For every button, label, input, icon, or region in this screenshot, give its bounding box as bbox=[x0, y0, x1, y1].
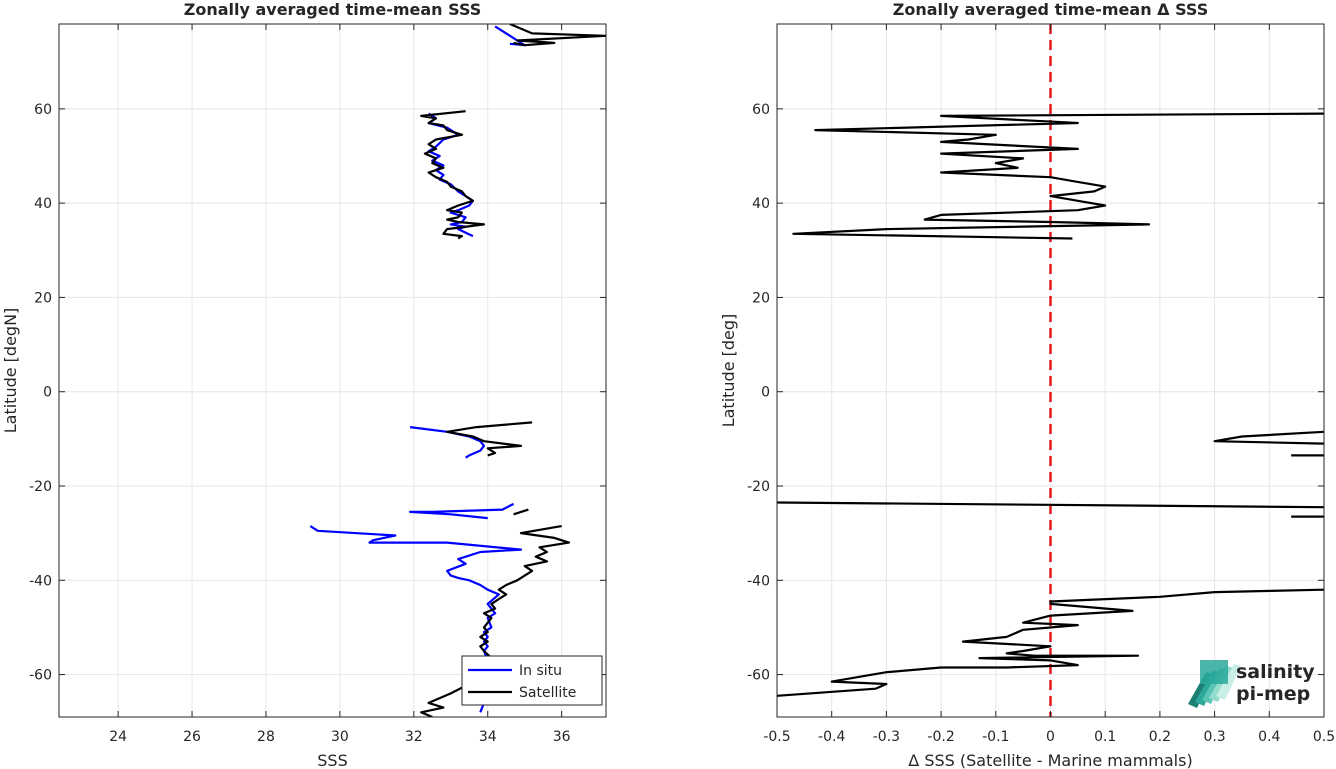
legend-label-in-situ: In situ bbox=[519, 663, 562, 679]
x-tick-label: 0.4 bbox=[1258, 729, 1280, 745]
x-axis-label: SSS bbox=[317, 751, 347, 769]
y-axis-label: Latitude [deg] bbox=[719, 314, 738, 428]
y-tick-label: -40 bbox=[747, 573, 770, 589]
series-line-in-situ-3 bbox=[409, 502, 515, 520]
x-tick-label: 0.3 bbox=[1203, 729, 1225, 745]
y-tick-label: 0 bbox=[43, 385, 52, 401]
chart-title: Zonally averaged time-mean Δ SSS bbox=[893, 0, 1209, 19]
right-chart-delta-sss: -0.5 -0.4 -0.3 -0.2 -0.1 0 0.1 0.2 0.3 0.4 0.5 -60 -… bbox=[719, 0, 1335, 769]
y-axis-label: Latitude [degN] bbox=[1, 308, 20, 434]
x-tick-label: -0.1 bbox=[982, 729, 1009, 745]
series-line-delta-5 bbox=[777, 588, 1324, 697]
y-tick-label: 60 bbox=[752, 102, 770, 118]
x-tick-label: 0.2 bbox=[1149, 729, 1171, 745]
x-tick-label: 24 bbox=[109, 729, 127, 745]
series-line-satellite-0 bbox=[509, 24, 606, 47]
y-tick-label: 40 bbox=[34, 196, 52, 212]
x-tick-label: -0.2 bbox=[927, 729, 954, 745]
y-tick-label: 40 bbox=[752, 196, 770, 212]
logo-text-salinity: salinity bbox=[1236, 661, 1315, 683]
chart-title: Zonally averaged time-mean SSS bbox=[184, 0, 482, 19]
legend-box bbox=[461, 655, 603, 706]
x-tick-label: -0.3 bbox=[873, 729, 900, 745]
x-tick-label: 32 bbox=[405, 729, 423, 745]
y-tick-label: -20 bbox=[747, 479, 770, 495]
series-line-satellite-3 bbox=[513, 508, 529, 516]
series-line-satellite-2 bbox=[446, 421, 533, 457]
x-tick-label: 0.5 bbox=[1313, 729, 1335, 745]
x-tick-label: -0.4 bbox=[818, 729, 845, 745]
x-tick-label: 26 bbox=[183, 729, 201, 745]
series-line-delta-3 bbox=[777, 501, 1324, 509]
x-tick-label: 30 bbox=[331, 729, 349, 745]
y-tick-label: 20 bbox=[752, 290, 770, 306]
y-tick-label: -60 bbox=[29, 668, 52, 684]
left-chart-sss: 24 26 28 30 32 34 36 -60 -40 -20 0 20 40 60 Zonally av… bbox=[1, 0, 607, 769]
x-tick-label: 34 bbox=[479, 729, 497, 745]
series-line-delta-0 bbox=[792, 112, 1324, 240]
y-tick-label: 0 bbox=[761, 385, 770, 401]
y-tick-label: -40 bbox=[29, 573, 52, 589]
x-tick-label: -0.5 bbox=[763, 729, 790, 745]
x-axis-label: Δ SSS (Satellite - Marine mammals) bbox=[908, 751, 1192, 769]
y-tick-label: -60 bbox=[747, 668, 770, 684]
x-tick-label: 28 bbox=[257, 729, 275, 745]
plot-area bbox=[59, 24, 606, 717]
x-tick-label: 0 bbox=[1046, 729, 1055, 745]
y-tick-label: -20 bbox=[29, 479, 52, 495]
x-tick-label: 0.1 bbox=[1094, 729, 1116, 745]
logo-block-mark bbox=[1200, 660, 1228, 684]
logo-wave-mark bbox=[1216, 664, 1241, 700]
legend: In situ Satellite bbox=[461, 655, 603, 706]
logo-text-pi-mep: pi-mep bbox=[1236, 683, 1310, 705]
x-tick-label: 36 bbox=[553, 729, 571, 745]
y-tick-label: 20 bbox=[34, 290, 52, 306]
axes-frame bbox=[58, 23, 607, 718]
series-line-delta-1 bbox=[1213, 430, 1324, 445]
legend-label-satellite: Satellite bbox=[519, 685, 576, 701]
y-tick-label: 60 bbox=[34, 102, 52, 118]
series-line-satellite-1 bbox=[420, 110, 486, 240]
